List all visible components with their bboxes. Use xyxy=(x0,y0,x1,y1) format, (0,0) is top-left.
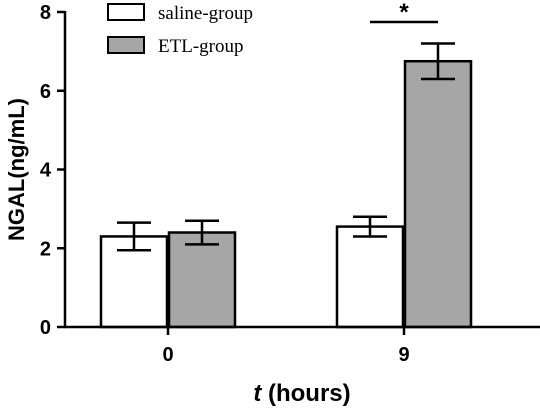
bar-saline-group-0 xyxy=(99,235,169,329)
x-axis-label: t (hours) xyxy=(253,380,350,407)
legend-swatch-ETL-group xyxy=(107,36,145,54)
y-axis-label: NGAL(ng/mL) xyxy=(4,98,29,241)
bar-saline-group-9 xyxy=(335,225,405,329)
x-tick-label-9: 9 xyxy=(398,344,409,366)
x-tick-label-0: 0 xyxy=(162,344,173,366)
error-bars xyxy=(117,42,455,252)
significance-marker: * xyxy=(370,0,438,26)
bars xyxy=(99,59,473,329)
y-tick-label-8: 8 xyxy=(40,2,51,24)
bar-ETL-group-9 xyxy=(403,59,473,329)
y-tick-label-6: 6 xyxy=(40,81,51,103)
significance-asterisk: * xyxy=(399,0,409,26)
x-axis-label-variable: t xyxy=(253,380,262,407)
legend-swatch-saline-group xyxy=(107,3,145,21)
y-tick-label-4: 4 xyxy=(40,160,52,182)
x-axis-label-unit: (hours) xyxy=(261,380,350,407)
legend-label-ETL-group: ETL-group xyxy=(158,36,243,57)
axes: 0 2 4 6 8 0 9 xyxy=(40,2,540,366)
y-tick-label-0: 0 xyxy=(40,317,51,339)
legend-label-saline-group: saline-group xyxy=(158,3,253,24)
y-tick-label-2: 2 xyxy=(40,238,51,260)
bar-ETL-group-0 xyxy=(167,231,237,329)
legend: saline-group ETL-group xyxy=(107,3,253,57)
